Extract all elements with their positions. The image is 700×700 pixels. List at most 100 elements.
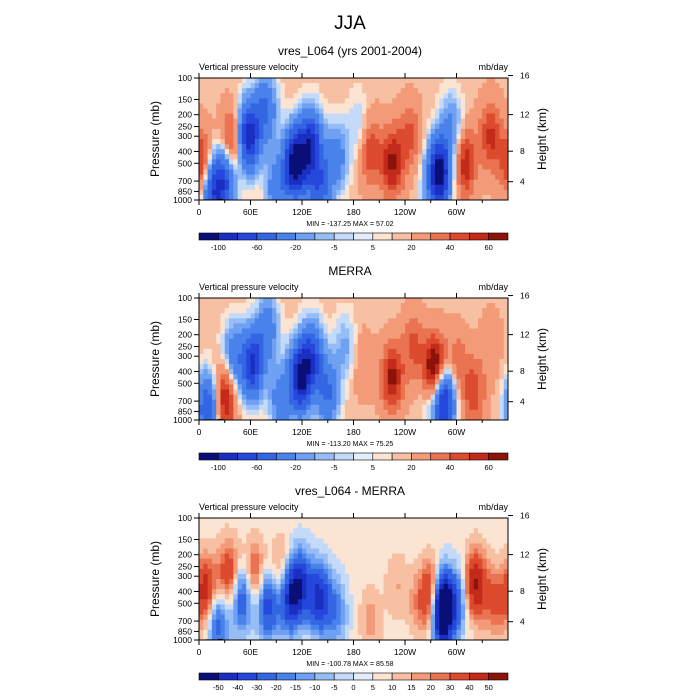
field-cell [332,548,337,555]
field-cell [405,394,410,401]
field-cell [435,144,440,150]
field-cell [353,364,359,370]
field-cell [229,318,234,325]
field-cell [366,88,372,94]
field-cell [340,133,346,140]
field-cell [405,154,410,160]
field-cell [250,343,256,350]
field-cell [250,399,256,406]
field-cell [332,414,337,420]
field-cell [314,364,320,370]
field-cell [327,318,333,325]
field-cell [460,523,466,529]
field-cell [456,384,462,391]
field-cell [207,333,213,340]
field-cell [302,313,307,319]
field-cell [233,133,239,140]
field-cell [246,103,252,110]
field-cell [387,573,393,580]
field-cell [490,338,496,345]
field-cell [241,523,247,529]
field-cell [379,113,385,120]
field-cell [271,88,277,94]
field-cell [284,159,290,166]
field-cell [327,553,333,560]
field-cell [310,563,316,570]
field-cell [344,548,350,555]
field-cell [392,518,398,524]
field-cell [211,139,217,145]
field-cell [490,93,496,99]
colorbar-label: 40 [446,463,454,472]
field-cell [293,139,299,145]
field-cell [349,533,355,539]
field-cell [216,404,222,411]
field-cell [490,353,496,360]
field-cell [233,518,239,524]
field-cell [233,384,239,391]
field-cell [503,303,508,309]
field-cell [374,553,380,560]
field-cell [417,348,423,355]
field-cell [353,409,359,416]
field-cell [426,149,432,155]
field-cell [216,113,222,120]
field-cell [319,144,325,150]
field-cell [289,298,295,304]
field-cell [435,313,440,319]
field-cell [370,83,376,89]
field-cell [357,389,363,396]
field-cell [241,414,247,420]
field-cell [482,333,488,340]
field-cell [332,384,337,391]
field-cell [289,179,295,186]
field-cell [297,589,303,595]
field-cell [366,399,372,406]
field-cell [353,404,359,411]
field-cell [366,343,372,350]
field-cell [456,379,462,386]
field-cell [271,568,277,575]
field-cell [482,528,488,534]
field-cell [319,518,325,524]
field-cell [259,128,264,135]
field-cell [387,308,393,314]
field-cell [263,369,269,375]
field-cell [447,518,453,524]
field-cell [469,108,475,115]
field-cell [430,409,436,416]
field-cell [271,298,277,304]
field-cell [387,379,393,386]
field-cell [473,88,479,94]
field-cell [370,343,376,350]
field-cell [370,353,376,360]
field-cell [392,303,398,309]
field-cell [310,523,316,529]
field-cell [302,154,307,160]
field-cell [319,543,325,550]
field-cell [357,409,363,416]
field-cell [426,404,432,411]
field-cell [387,103,393,110]
field-cell [211,128,217,135]
field-cell [473,379,479,386]
field-cell [447,374,453,380]
field-cell [447,573,453,580]
field-cell [280,548,286,555]
field-cell [439,118,445,125]
field-cell [216,103,222,110]
field-cell [306,563,312,570]
field-cell [211,308,217,314]
field-cell [306,179,312,186]
field-cell [443,123,449,130]
field-cell [357,599,363,606]
field-cell [349,389,355,396]
field-cell [254,323,260,330]
field-cell [426,78,432,84]
field-cell [443,328,449,335]
field-cell [229,133,234,140]
field-cell [314,523,320,529]
field-cell [276,164,282,171]
field-cell [473,343,479,350]
field-cell [224,518,230,524]
